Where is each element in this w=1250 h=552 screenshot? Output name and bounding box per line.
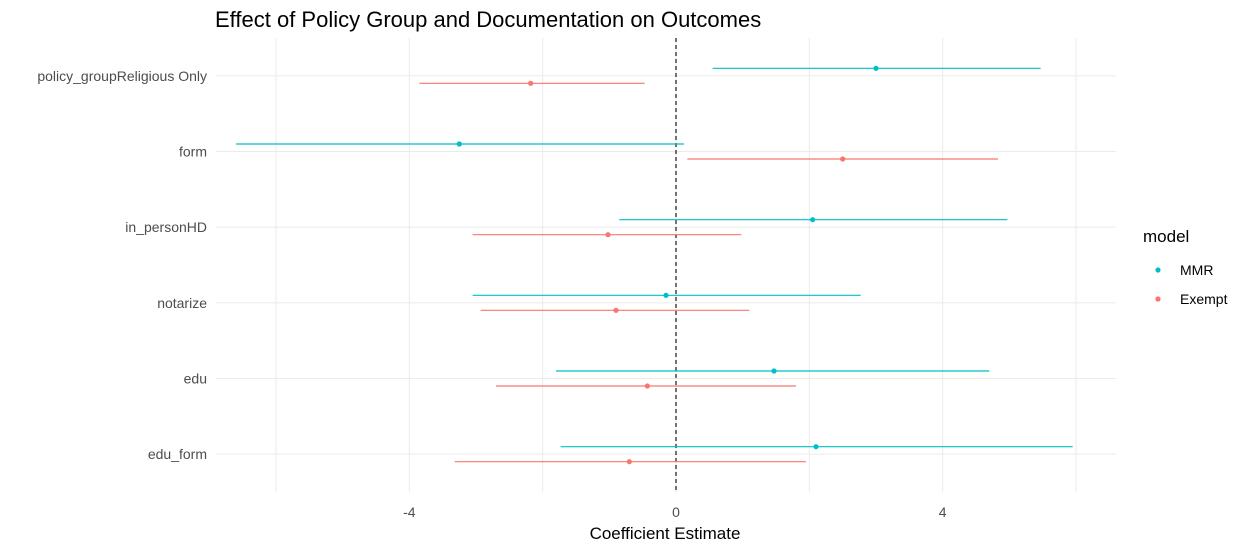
estimate-point [873, 65, 879, 71]
estimate-point [528, 80, 534, 86]
estimate-point [663, 292, 669, 298]
legend-label: Exempt [1180, 291, 1228, 307]
y-tick-label: edu_form [148, 446, 207, 462]
estimate-point [644, 383, 650, 389]
y-tick-label: edu [184, 371, 207, 387]
y-axis-tick-labels: policy_groupReligious Only form in_personH… [37, 68, 207, 462]
x-tick-label: 4 [939, 504, 947, 520]
x-tick-label: -4 [403, 504, 416, 520]
grid-layer [216, 38, 1116, 492]
estimate-point [605, 232, 611, 238]
estimate-point [771, 368, 777, 374]
chart-title: Effect of Policy Group and Documentation… [215, 7, 761, 32]
x-axis-label: Coefficient Estimate [590, 524, 741, 543]
legend-title: model [1143, 227, 1189, 246]
y-tick-label: in_personHD [125, 219, 207, 235]
legend-key-point [1155, 296, 1161, 302]
estimate-point [810, 217, 816, 223]
estimate-point [613, 307, 619, 313]
legend-key-point [1155, 267, 1161, 273]
data-marks [236, 65, 1073, 465]
x-tick-label: 0 [672, 504, 680, 520]
estimate-point [456, 141, 462, 147]
estimate-point [813, 444, 819, 450]
y-tick-label: form [179, 144, 207, 160]
estimate-point [840, 156, 846, 162]
legend-label: MMR [1180, 262, 1213, 278]
y-tick-label: policy_groupReligious Only [37, 68, 207, 84]
estimate-point [626, 459, 632, 465]
legend-items: MMR Exempt [1155, 262, 1228, 307]
legend: model MMR Exempt [1143, 227, 1228, 307]
y-tick-label: notarize [157, 295, 207, 311]
x-axis-tick-labels: -4 0 4 [403, 504, 947, 520]
